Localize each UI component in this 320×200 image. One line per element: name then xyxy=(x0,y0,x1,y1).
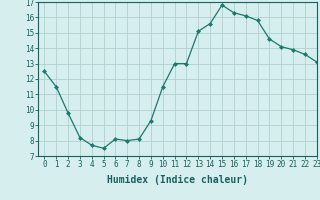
X-axis label: Humidex (Indice chaleur): Humidex (Indice chaleur) xyxy=(107,175,248,185)
